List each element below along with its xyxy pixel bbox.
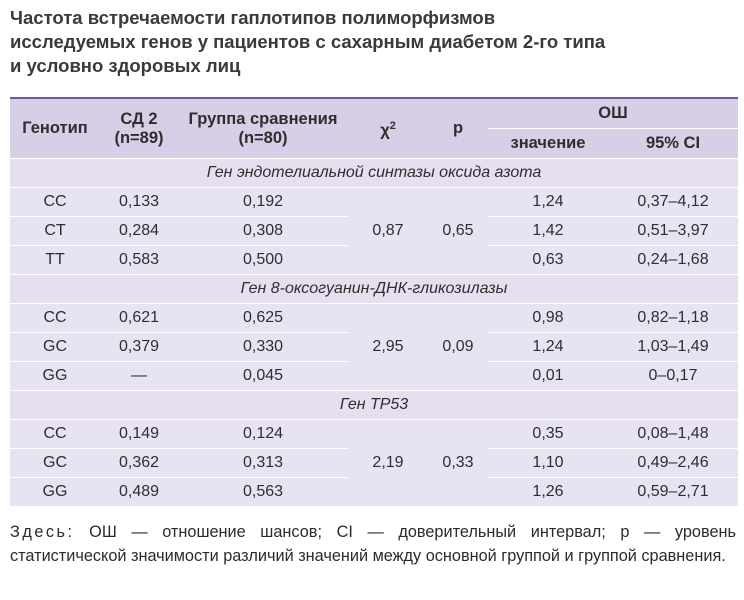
- cell-genotype: CC: [10, 419, 100, 449]
- table-body: Ген эндотелиальной синтазы оксида азота …: [10, 158, 739, 506]
- cell-ci: 0,82–1,18: [608, 303, 739, 333]
- cell-genotype: GG: [10, 361, 100, 391]
- title-line: и условно здоровых лиц: [10, 55, 241, 76]
- cell-or: 1,10: [488, 448, 608, 478]
- table-note: Здесь: ОШ — отношение шансов; CI — довер…: [10, 520, 736, 568]
- cell-or: 1,26: [488, 477, 608, 506]
- cell-chi: 0,87: [348, 187, 428, 275]
- cell-comparison: 0,192: [178, 187, 348, 217]
- table-row: GG — 0,045 0,01 0–0,17: [10, 361, 739, 391]
- table-row: CC 0,621 0,625 2,95 0,09 0,98 0,82–1,18: [10, 303, 739, 391]
- cell-or: 1,24: [488, 187, 608, 217]
- cell-comparison: 0,308: [178, 216, 348, 246]
- cell-ci: 0–0,17: [608, 361, 739, 391]
- header-sd2-label: СД 2: [120, 109, 158, 128]
- header-sd2: СД 2 (n=89): [100, 99, 178, 159]
- cell-or: 1,24: [488, 332, 608, 362]
- gene-row: Ген 8-оксогуанин-ДНК-гликозилазы: [10, 274, 739, 304]
- cell-ci: 0,37–4,12: [608, 187, 739, 217]
- cell-comparison: 0,045: [178, 361, 348, 391]
- cell-chi: 2,19: [348, 419, 428, 506]
- cell-genotype: GC: [10, 332, 100, 362]
- table-row: TT 0,583 0,500 0,63 0,24–1,68: [10, 245, 739, 275]
- cell-comparison: 0,330: [178, 332, 348, 362]
- title-line: Частота встречаемости гаплотипов полимор…: [10, 7, 496, 28]
- cell-sd2: 0,133: [100, 187, 178, 217]
- haplotype-table: Генотип СД 2 (n=89) Группа сравнения (n=…: [10, 97, 739, 506]
- table-row: CC 0,133 0,192 0,87 0,65 1,24 0,37–4,12: [10, 187, 739, 275]
- cell-sd2: 0,583: [100, 245, 178, 275]
- cell-genotype: TT: [10, 245, 100, 275]
- header-or-value: значение: [488, 128, 608, 159]
- table-title: Частота встречаемости гаплотипов полимор…: [10, 6, 730, 78]
- cell-chi: 2,95: [348, 303, 428, 391]
- cell-ci: 1,03–1,49: [608, 332, 739, 362]
- cell-or: 0,63: [488, 245, 608, 275]
- header-comparison: Группа сравнения (n=80): [178, 99, 348, 159]
- gene-row: Ген эндотелиальной синтазы оксида азота: [10, 158, 739, 188]
- cell-sd2: 0,621: [100, 303, 178, 333]
- cell-sd2: 0,149: [100, 419, 178, 449]
- cell-or: 0,35: [488, 419, 608, 449]
- header-chi-symbol: χ: [380, 121, 390, 140]
- cell-genotype: CC: [10, 303, 100, 333]
- cell-ci: 0,24–1,68: [608, 245, 739, 275]
- header-sd2-n: (n=89): [114, 128, 164, 147]
- cell-comparison: 0,563: [178, 477, 348, 506]
- table-row: GG 0,489 0,563 1,26 0,59–2,71: [10, 477, 739, 506]
- cell-comparison: 0,625: [178, 303, 348, 333]
- header-comparison-label: Группа сравнения: [188, 109, 338, 128]
- table-row: CT 0,284 0,308 1,42 0,51–3,97: [10, 216, 739, 246]
- cell-sd2: 0,489: [100, 477, 178, 506]
- cell-sd2: —: [100, 361, 178, 391]
- data-table: Генотип СД 2 (n=89) Группа сравнения (n=…: [10, 99, 739, 506]
- cell-comparison: 0,313: [178, 448, 348, 478]
- cell-ci: 0,08–1,48: [608, 419, 739, 449]
- cell-ci: 0,49–2,46: [608, 448, 739, 478]
- cell-or: 0,98: [488, 303, 608, 333]
- header-comparison-n: (n=80): [238, 128, 288, 147]
- note-lead: Здесь:: [10, 523, 75, 541]
- cell-ci: 0,59–2,71: [608, 477, 739, 506]
- table-row: GC 0,379 0,330 1,24 1,03–1,49: [10, 332, 739, 362]
- gene-row: Ген TP53: [10, 390, 739, 420]
- cell-comparison: 0,124: [178, 419, 348, 449]
- cell-p: 0,65: [428, 187, 488, 275]
- note-text: ОШ — отношение шансов; CI — доверительны…: [10, 523, 736, 565]
- table-row: CC 0,149 0,124 2,19 0,33 0,35 0,08–1,48: [10, 419, 739, 506]
- table-row: GC 0,362 0,313 1,10 0,49–2,46: [10, 448, 739, 478]
- cell-genotype: GC: [10, 448, 100, 478]
- cell-p: 0,33: [428, 419, 488, 506]
- cell-genotype: GG: [10, 477, 100, 506]
- cell-sd2: 0,362: [100, 448, 178, 478]
- cell-genotype: CC: [10, 187, 100, 217]
- cell-or: 0,01: [488, 361, 608, 391]
- cell-p: 0,09: [428, 303, 488, 391]
- cell-sd2: 0,379: [100, 332, 178, 362]
- title-line: исследуемых генов у пациентов с сахарным…: [10, 31, 606, 52]
- header-or-ci: 95% CI: [608, 128, 739, 159]
- header-p: p: [428, 99, 488, 159]
- cell-comparison: 0,500: [178, 245, 348, 275]
- header-genotype: Генотип: [10, 99, 100, 159]
- header-or: ОШ: [488, 99, 739, 129]
- cell-ci: 0,51–3,97: [608, 216, 739, 246]
- cell-sd2: 0,284: [100, 216, 178, 246]
- cell-or: 1,42: [488, 216, 608, 246]
- cell-genotype: CT: [10, 216, 100, 246]
- header-chi-sup: 2: [389, 119, 396, 132]
- header-chi: χ2: [348, 99, 428, 159]
